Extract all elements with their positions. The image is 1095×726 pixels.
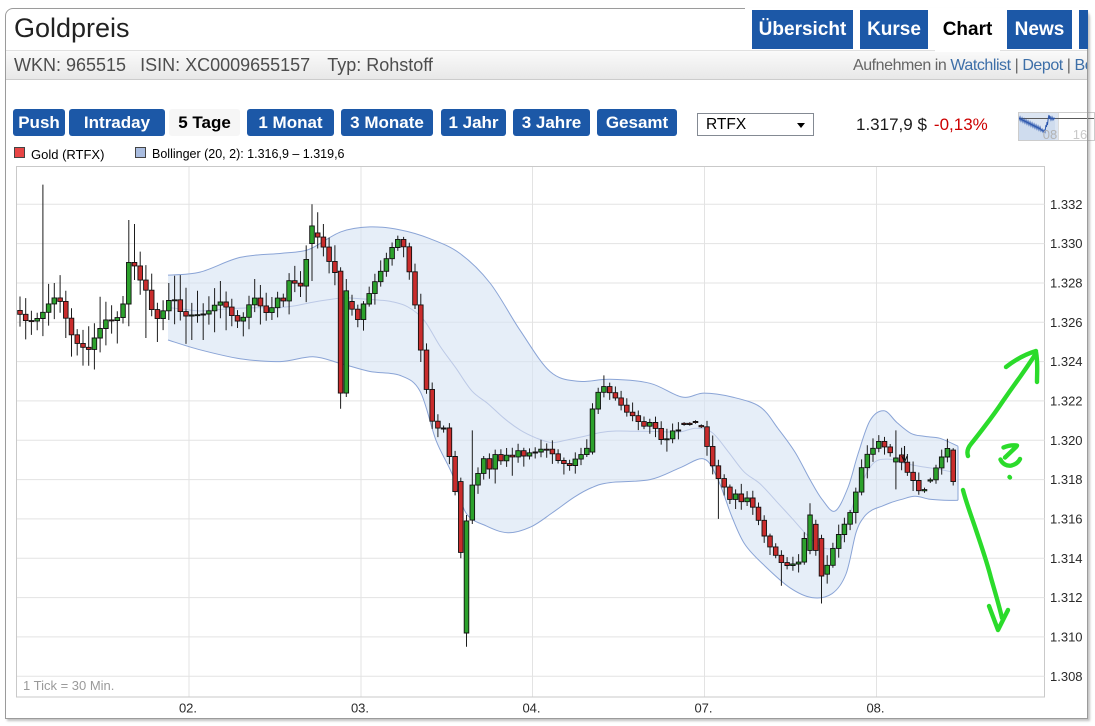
- svg-text:08: 08: [1043, 127, 1057, 141]
- svg-text:1.332: 1.332: [1050, 197, 1083, 212]
- svg-text:02.: 02.: [179, 701, 197, 716]
- svg-text:1.316: 1.316: [1050, 511, 1083, 526]
- svg-text:08.: 08.: [866, 701, 884, 716]
- svg-text:1.312: 1.312: [1050, 590, 1083, 605]
- svg-text:1.310: 1.310: [1050, 629, 1083, 644]
- svg-text:1 Tick = 30 Min.: 1 Tick = 30 Min.: [23, 678, 114, 693]
- svg-text:16: 16: [1073, 127, 1087, 141]
- svg-text:1.330: 1.330: [1050, 236, 1083, 251]
- svg-text:03.: 03.: [351, 701, 369, 716]
- svg-text:1.308: 1.308: [1050, 669, 1083, 684]
- svg-text:1.324: 1.324: [1050, 354, 1083, 369]
- svg-text:07.: 07.: [694, 701, 712, 716]
- svg-text:1.326: 1.326: [1050, 315, 1083, 330]
- svg-text:1.320: 1.320: [1050, 433, 1083, 448]
- svg-text:04.: 04.: [522, 701, 540, 716]
- svg-text:1.314: 1.314: [1050, 551, 1083, 566]
- svg-text:1.318: 1.318: [1050, 472, 1083, 487]
- svg-text:1.322: 1.322: [1050, 393, 1083, 408]
- svg-text:1.328: 1.328: [1050, 276, 1083, 291]
